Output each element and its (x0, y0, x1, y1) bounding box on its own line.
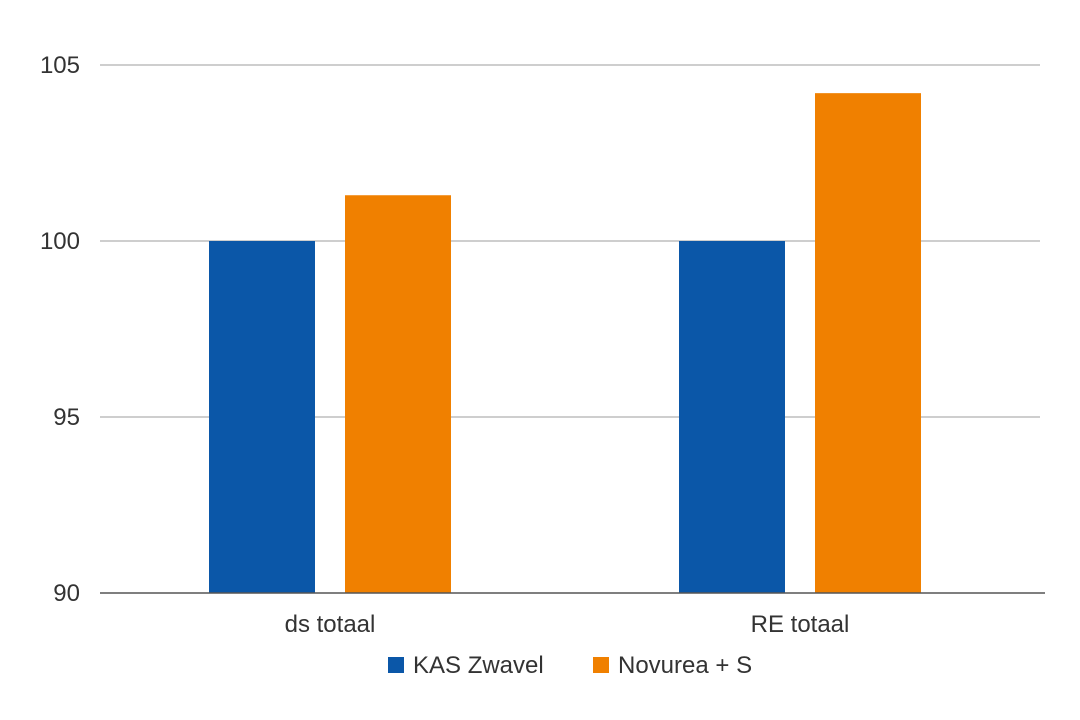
legend-item-kas-zwavel[interactable]: KAS Zwavel (388, 652, 544, 679)
category-labels: ds totaal RE totaal (285, 611, 850, 638)
legend-swatch (388, 657, 404, 673)
bar-novurea-s-re (815, 93, 921, 593)
bar-novurea-s-ds (345, 195, 451, 594)
bar-kas-zwavel-ds (209, 241, 315, 593)
bars (209, 93, 921, 594)
x-category-label: ds totaal (285, 611, 376, 638)
legend-label: Novurea + S (618, 652, 752, 679)
y-tick-label: 90 (53, 580, 80, 607)
y-tick-label: 105 (40, 52, 80, 79)
legend[interactable]: KAS Zwavel Novurea + S (388, 652, 752, 679)
bar-kas-zwavel-re (679, 241, 785, 593)
x-category-label: RE totaal (751, 611, 850, 638)
y-tick-label: 95 (53, 404, 80, 431)
legend-item-novurea-s[interactable]: Novurea + S (593, 652, 752, 679)
y-axis-ticks: 90 95 100 105 (40, 52, 80, 607)
y-tick-label: 100 (40, 228, 80, 255)
legend-swatch (593, 657, 609, 673)
legend-label: KAS Zwavel (413, 652, 544, 679)
